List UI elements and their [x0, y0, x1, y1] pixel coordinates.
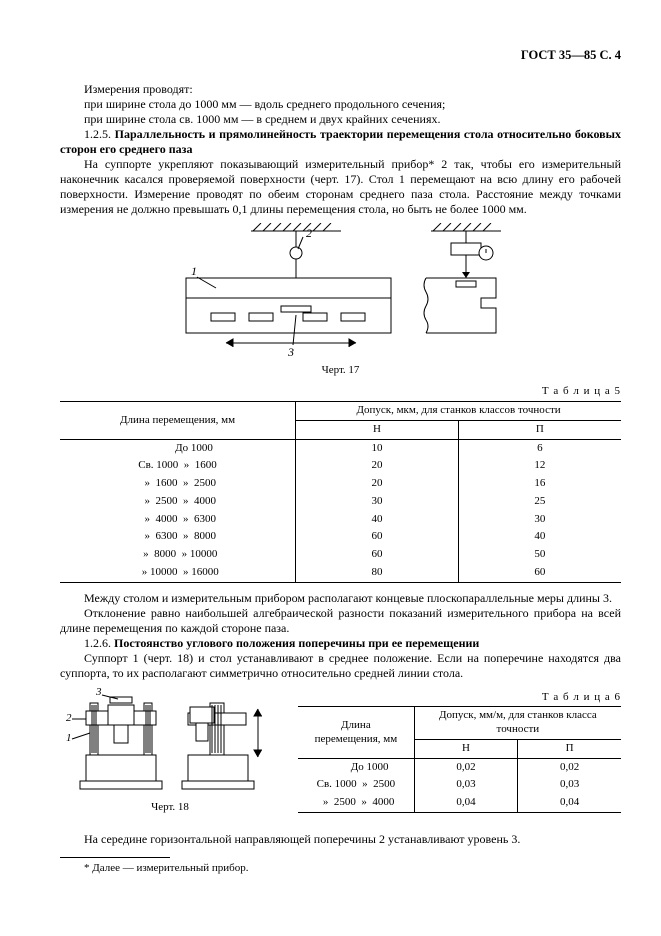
table5-label: Т а б л и ц а 5 [60, 385, 621, 399]
figure-label-3: 3 [287, 345, 294, 358]
figure-18-caption: Черт. 18 [60, 801, 280, 815]
paragraph: На суппорте укрепляют показывающий измер… [60, 157, 621, 217]
table-row: » 4000 » 63004030 [60, 511, 621, 529]
clause-heading: 1.2.5. Параллельность и прямолинейность … [60, 127, 621, 157]
table-cell: 30 [296, 493, 459, 511]
table-cell: » 2500 » 4000 [298, 794, 414, 812]
table-cell: 20 [296, 475, 459, 493]
paragraph: Суппорт 1 (черт. 18) и стол устанавливаю… [60, 651, 621, 681]
figure-18-svg: 2 1 3 [60, 685, 270, 795]
table5-col1-header: Длина перемещения, мм [60, 402, 296, 440]
table-row: До 10000,020,02 [298, 758, 621, 776]
figure-17-svg: 1 2 3 [131, 223, 551, 358]
table-row: » 2500 » 40003025 [60, 493, 621, 511]
table-cell: Св. 1000 » 2500 [298, 776, 414, 794]
table-cell: 0,03 [518, 776, 621, 794]
table-cell: 80 [296, 564, 459, 582]
table-cell: До 1000 [298, 758, 414, 776]
table-row: Св. 1000 » 25000,030,03 [298, 776, 621, 794]
clause-title: Постоянство углового положения поперечин… [114, 636, 479, 650]
table-cell: 60 [458, 564, 621, 582]
table-cell: 50 [458, 546, 621, 564]
table-row: » 2500 » 40000,040,04 [298, 794, 621, 812]
table5-sub-h: Н [296, 420, 459, 439]
table-cell: 25 [458, 493, 621, 511]
table6-col1-header: Длина перемещения, мм [298, 707, 414, 758]
table-row: Св. 1000 » 16002012 [60, 457, 621, 475]
figure-label-1: 1 [66, 732, 72, 744]
clause-number: 1.2.5. [84, 127, 111, 141]
table-cell: 40 [458, 528, 621, 546]
paragraph: Между столом и измерительным прибором ра… [60, 591, 621, 606]
table6-col2-header: Допуск, мм/м, для станков класса точност… [414, 707, 621, 740]
table-cell: 0,04 [518, 794, 621, 812]
table-row: » 1600 » 25002016 [60, 475, 621, 493]
clause-number: 1.2.6. [84, 636, 111, 650]
paragraph: Измерения проводят: [60, 82, 621, 97]
table-cell: 0,04 [414, 794, 517, 812]
table-cell: Св. 1000 » 1600 [60, 457, 296, 475]
paragraph: На середине горизонтальной направляющей … [60, 832, 621, 847]
table5-col2-header: Допуск, мкм, для станков классов точност… [296, 402, 621, 421]
table-cell: » 2500 » 4000 [60, 493, 296, 511]
table-cell: » 8000 » 10000 [60, 546, 296, 564]
figure18-and-table6: 2 1 3 [60, 685, 621, 823]
footnote-rule [60, 857, 170, 858]
table-cell: 20 [296, 457, 459, 475]
table-cell: » 4000 » 6300 [60, 511, 296, 529]
table-cell: » 6300 » 8000 [60, 528, 296, 546]
table-cell: 60 [296, 546, 459, 564]
table6: Длина перемещения, мм Допуск, мм/м, для … [298, 706, 621, 813]
table-cell: 10 [296, 439, 459, 457]
table-cell: 40 [296, 511, 459, 529]
table-row: » 8000 » 100006050 [60, 546, 621, 564]
table-cell: 0,03 [414, 776, 517, 794]
table-cell: До 1000 [60, 439, 296, 457]
table5-sub-p: П [458, 420, 621, 439]
table-row: До 1000106 [60, 439, 621, 457]
table-row: » 10000 » 160008060 [60, 564, 621, 582]
table-cell: 16 [458, 475, 621, 493]
table-cell: 0,02 [518, 758, 621, 776]
table-cell: » 10000 » 16000 [60, 564, 296, 582]
figure-label-1: 1 [191, 264, 197, 278]
figure-17-caption: Черт. 17 [60, 364, 621, 378]
figure-label-2: 2 [306, 226, 312, 240]
table5: Длина перемещения, мм Допуск, мкм, для с… [60, 401, 621, 583]
page: ГОСТ 35—85 С. 4 Измерения проводят: при … [0, 0, 661, 936]
figure-label-2: 2 [66, 712, 72, 724]
table6-label: Т а б л и ц а 6 [298, 691, 621, 705]
clause-title: Параллельность и прямолинейность траекто… [60, 127, 621, 156]
table-cell: 12 [458, 457, 621, 475]
table6-sub-h: Н [414, 739, 517, 758]
table-cell: 30 [458, 511, 621, 529]
figure-label-3: 3 [95, 686, 102, 698]
table-cell: » 1600 » 2500 [60, 475, 296, 493]
table-cell: 0,02 [414, 758, 517, 776]
page-header: ГОСТ 35—85 С. 4 [60, 48, 621, 64]
paragraph: при ширине стола св. 1000 мм — в среднем… [60, 112, 621, 127]
table-cell: 6 [458, 439, 621, 457]
paragraph: при ширине стола до 1000 мм — вдоль сред… [60, 97, 621, 112]
figure-17: 1 2 3 [60, 223, 621, 362]
table6-sub-p: П [518, 739, 621, 758]
paragraph: Отклонение равно наибольшей алгебраическ… [60, 606, 621, 636]
table-row: » 6300 » 80006040 [60, 528, 621, 546]
footnote: * Далее — измерительный прибор. [60, 862, 621, 876]
table-cell: 60 [296, 528, 459, 546]
clause-heading: 1.2.6. Постоянство углового положения по… [60, 636, 621, 651]
